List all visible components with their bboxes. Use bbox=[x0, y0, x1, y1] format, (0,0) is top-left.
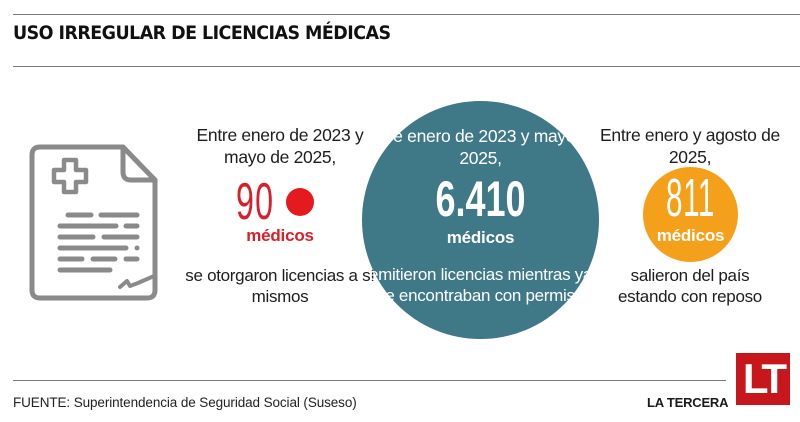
stat-3-circle bbox=[643, 167, 738, 262]
top-rule bbox=[13, 14, 800, 15]
source-note: FUENTE: Superintendencia de Seguridad So… bbox=[13, 395, 357, 410]
red-dot-icon bbox=[286, 188, 314, 216]
stat-1-unit: médicos bbox=[246, 226, 314, 245]
stat-2-description: emitieron licencias mientras ya se encon… bbox=[368, 265, 593, 305]
stat-1-value: 90 bbox=[236, 173, 275, 231]
title-rule bbox=[13, 66, 800, 67]
brand-logo: LT bbox=[736, 353, 790, 405]
stat-3-unit: médicos bbox=[656, 226, 725, 245]
medical-document-icon bbox=[29, 144, 158, 301]
stat-2-value: 6.410 bbox=[435, 171, 526, 227]
footer-rule bbox=[13, 380, 726, 381]
brand-name: LA TERCERA bbox=[647, 395, 729, 410]
stat-3-value: 811 bbox=[665, 168, 716, 228]
stat-3-description: salieron del país estando con reposo bbox=[618, 266, 762, 306]
stat-1-description: se otorgaron licencias a sí mismos bbox=[185, 266, 375, 306]
stat-3-lead: Entre enero y agosto de 2025, bbox=[600, 125, 780, 167]
stat-2-circle bbox=[362, 101, 599, 339]
stat-2-lead: Entre enero de 2023 y mayo de 2025, bbox=[362, 126, 599, 168]
brand-logo-text: LT bbox=[742, 355, 787, 402]
page-title: USO IRREGULAR DE LICENCIAS MÉDICAS bbox=[13, 22, 391, 44]
stat-1-lead: Entre enero de 2023 y mayo de 2025, bbox=[196, 125, 364, 167]
stat-2-unit: médicos bbox=[446, 228, 515, 247]
